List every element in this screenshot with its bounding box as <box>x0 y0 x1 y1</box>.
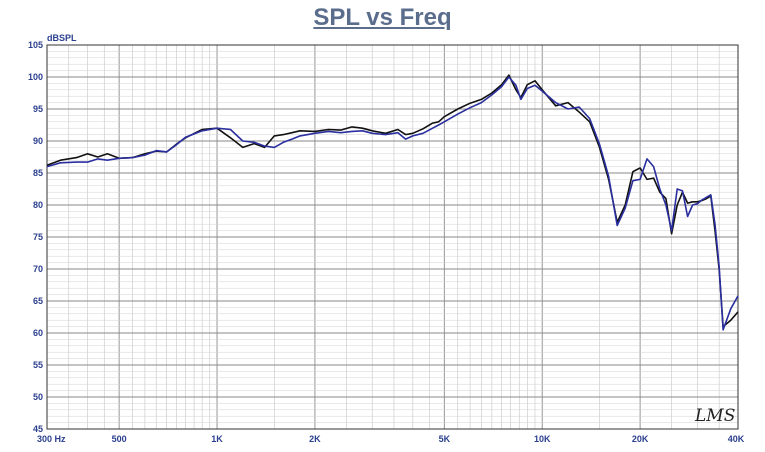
x-tick-label: 300 Hz <box>37 434 66 444</box>
y-axis-label: dBSPL <box>47 33 77 43</box>
y-tick-label: 85 <box>33 168 43 178</box>
x-tick-label: 20K <box>632 434 649 444</box>
x-tick-label: 5K <box>439 434 451 444</box>
y-tick-label: 55 <box>33 360 43 370</box>
chart-title: SPL vs Freq <box>313 4 452 31</box>
series-line-2 <box>46 76 739 331</box>
y-tick-label: 65 <box>33 296 43 306</box>
x-tick-label: 2K <box>309 434 321 444</box>
series-group <box>46 74 739 331</box>
plot-frame <box>46 44 739 430</box>
y-tick-label: 95 <box>33 104 43 114</box>
y-tick-label: 50 <box>33 392 43 402</box>
y-tick-label: 60 <box>33 328 43 338</box>
x-tick-label: 1K <box>211 434 223 444</box>
y-tick-label: 70 <box>33 264 43 274</box>
y-tick-label: 90 <box>33 136 43 146</box>
y-tick-label: 105 <box>28 40 43 50</box>
x-tick-label: 40K <box>728 434 745 444</box>
lms-watermark: LMS <box>694 406 735 426</box>
x-tick-label: 10K <box>534 434 551 444</box>
x-tick-label: 500 <box>112 434 127 444</box>
y-tick-label: 75 <box>33 232 43 242</box>
grid-lines <box>47 45 738 429</box>
y-tick-label: 80 <box>33 200 43 210</box>
y-axis-ticks: 105 100 95 90 85 80 75 70 65 60 55 50 45 <box>28 40 43 434</box>
y-tick-label: 100 <box>28 72 43 82</box>
x-axis-ticks: 300 Hz 500 1K 2K 5K 10K 20K 40K <box>37 434 745 444</box>
y-tick-label: 45 <box>33 424 43 434</box>
